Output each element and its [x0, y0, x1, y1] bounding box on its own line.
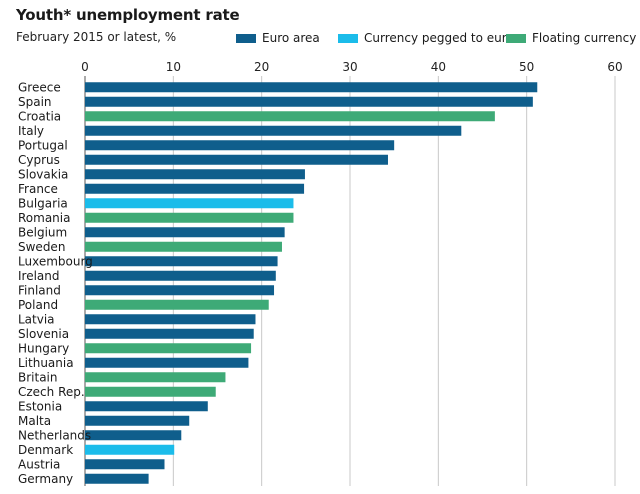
category-label-greece: Greece — [18, 80, 61, 94]
category-label-luxembourg: Luxembourg — [18, 254, 93, 268]
bar-belgium — [85, 227, 285, 238]
x-tick-label-30: 30 — [342, 60, 357, 74]
legend-swatch-floating — [506, 33, 526, 43]
legend-label-floating: Floating currency — [532, 31, 637, 45]
bar-poland — [85, 299, 269, 310]
bar-estonia — [85, 401, 208, 412]
bar-denmark — [85, 444, 175, 455]
bar-slovakia — [85, 169, 305, 180]
bar-greece — [85, 82, 538, 93]
category-label-czech-rep: Czech Rep. — [18, 385, 85, 399]
bar-germany — [85, 473, 149, 484]
legend-item-euro-area: Euro area — [236, 31, 320, 45]
bar-cyprus — [85, 154, 388, 165]
bar-portugal — [85, 140, 395, 151]
bar-italy — [85, 125, 462, 136]
category-label-slovenia: Slovenia — [18, 327, 69, 341]
bar-france — [85, 183, 305, 194]
category-label-denmark: Denmark — [18, 443, 73, 457]
category-label-estonia: Estonia — [18, 399, 62, 413]
category-label-portugal: Portugal — [18, 138, 68, 152]
category-label-latvia: Latvia — [18, 312, 55, 326]
category-label-austria: Austria — [18, 457, 60, 471]
category-label-poland: Poland — [18, 298, 58, 312]
x-tick-label-10: 10 — [166, 60, 181, 74]
bar-netherlands — [85, 430, 182, 441]
category-label-bulgaria: Bulgaria — [18, 196, 68, 210]
x-tick-label-20: 20 — [254, 60, 269, 74]
legend-label-pegged: Currency pegged to euro — [364, 31, 514, 45]
category-label-netherlands: Netherlands — [18, 428, 91, 442]
bar-lithuania — [85, 357, 249, 368]
x-tick-label-60: 60 — [607, 60, 622, 74]
category-label-croatia: Croatia — [18, 109, 61, 123]
category-label-slovakia: Slovakia — [18, 167, 68, 181]
category-label-spain: Spain — [18, 95, 52, 109]
category-label-romania: Romania — [18, 211, 70, 225]
legend-swatch-euro-area — [236, 33, 256, 43]
category-label-finland: Finland — [18, 283, 61, 297]
category-label-malta: Malta — [18, 414, 51, 428]
x-tick-label-50: 50 — [519, 60, 534, 74]
bar-luxembourg — [85, 256, 278, 267]
chart-title: Youth* unemployment rate — [16, 6, 240, 24]
category-label-italy: Italy — [18, 124, 44, 138]
legend-label-euro-area: Euro area — [262, 31, 320, 45]
bar-bulgaria — [85, 198, 294, 209]
legend-item-pegged: Currency pegged to euro — [338, 31, 514, 45]
legend-item-floating: Floating currency — [506, 31, 636, 45]
bar-hungary — [85, 343, 252, 354]
legend-swatch-pegged — [338, 33, 358, 43]
bar-slovenia — [85, 328, 254, 339]
category-label-hungary: Hungary — [18, 341, 69, 355]
bar-austria — [85, 459, 165, 470]
category-label-germany: Germany — [18, 472, 73, 486]
bar-sweden — [85, 241, 282, 252]
bar-spain — [85, 96, 533, 107]
category-label-sweden: Sweden — [18, 240, 65, 254]
x-tick-label-0: 0 — [81, 60, 89, 74]
bar-romania — [85, 212, 294, 223]
bar-czech-rep — [85, 386, 216, 397]
bar-croatia — [85, 111, 495, 122]
category-label-lithuania: Lithuania — [18, 356, 74, 370]
category-label-cyprus: Cyprus — [18, 153, 60, 167]
category-label-ireland: Ireland — [18, 269, 60, 283]
x-tick-label-40: 40 — [431, 60, 446, 74]
bar-latvia — [85, 314, 256, 325]
bar-finland — [85, 285, 275, 296]
category-label-belgium: Belgium — [18, 225, 67, 239]
category-label-britain: Britain — [18, 370, 58, 384]
bar-britain — [85, 372, 226, 383]
bar-malta — [85, 415, 190, 426]
chart-subtitle: February 2015 or latest, % — [16, 30, 177, 44]
bar-ireland — [85, 270, 276, 281]
category-label-france: France — [18, 182, 58, 196]
